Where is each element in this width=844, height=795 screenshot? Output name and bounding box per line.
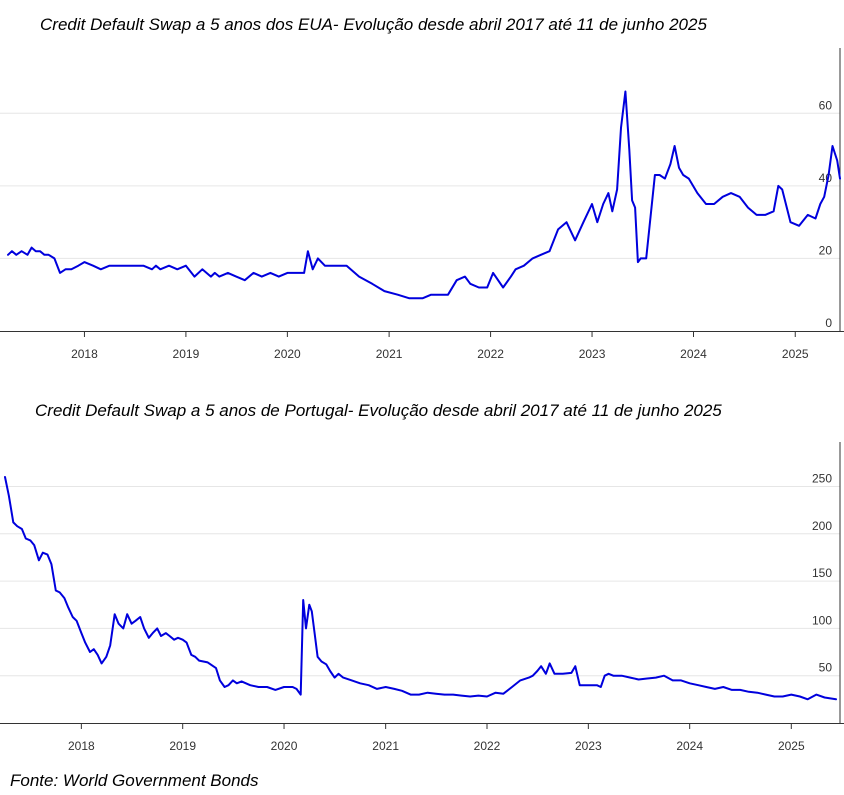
chart-portugal: Credit Default Swap a 5 anos de Portugal…: [0, 401, 844, 753]
chart-portugal-gridlines: [0, 485, 840, 677]
x-tick-label: 2022: [474, 739, 501, 753]
y-tick-label: 250: [812, 471, 832, 485]
x-tick-label: 2020: [271, 739, 298, 753]
y-tick-label: 150: [812, 566, 832, 580]
x-tick-label: 2021: [372, 739, 399, 753]
x-tick-label: 2020: [274, 347, 301, 361]
source-note: Fonte: World Government Bonds: [10, 771, 259, 790]
chart-portugal-title: Credit Default Swap a 5 anos de Portugal…: [35, 401, 722, 420]
chart-usa-axes: [0, 48, 844, 332]
y-tick-label: 100: [812, 613, 832, 627]
chart-usa-series-line: [7, 90, 841, 300]
x-tick-label: 2018: [68, 739, 95, 753]
x-tick-label: 2018: [71, 347, 98, 361]
x-tick-label: 2019: [169, 739, 196, 753]
y-tick-label: 20: [819, 243, 833, 257]
x-tick-label: 2025: [778, 739, 805, 753]
chart-usa: Credit Default Swap a 5 anos dos EUA- Ev…: [0, 15, 844, 361]
chart-usa-gridlines: [0, 112, 840, 259]
x-tick-label: 2024: [676, 739, 703, 753]
x-tick-label: 2024: [680, 347, 707, 361]
x-tick-label: 2025: [782, 347, 809, 361]
x-tick-label: 2021: [376, 347, 403, 361]
x-tick-label: 2023: [575, 739, 602, 753]
y-tick-label: 200: [812, 519, 832, 533]
y-tick-label: 50: [819, 661, 833, 675]
chart-portugal-y-ticks: 50 100 150 200 250: [812, 471, 832, 674]
chart-portugal-series-line: [4, 476, 837, 701]
x-tick-label: 2019: [173, 347, 200, 361]
chart-usa-y-ticks: 0 20 40 60: [819, 98, 833, 330]
chart-portugal-axes: [0, 442, 844, 724]
x-tick-label: 2023: [579, 347, 606, 361]
y-tick-label: 40: [819, 171, 833, 185]
y-tick-label: 60: [819, 98, 833, 112]
chart-usa-title: Credit Default Swap a 5 anos dos EUA- Ev…: [40, 15, 707, 34]
chart-portugal-x-ticks: 2018 2019 2020 2021 2022 2023 2024 2025: [68, 723, 805, 753]
chart-usa-x-ticks: 2018 2019 2020 2021 2022 2023 2024 2025: [71, 331, 809, 361]
x-tick-label: 2022: [477, 347, 504, 361]
y-tick-label: 0: [825, 316, 832, 330]
